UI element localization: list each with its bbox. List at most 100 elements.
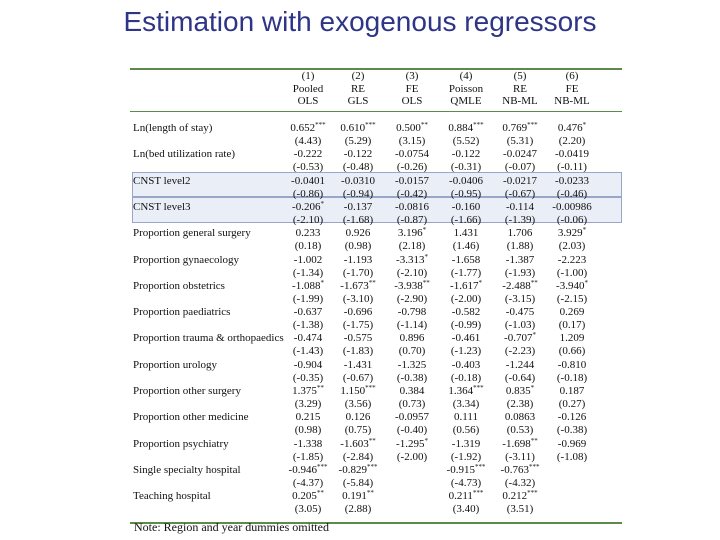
coefficient-cell: -0.0310 [341, 174, 375, 187]
coefficient-cell: -0.474 [293, 332, 323, 345]
table-row: CNST level3 -0.206* (-2.10) -0.137 (-1.68) -0… [130, 200, 622, 227]
cnst-level2-highlight [132, 172, 622, 197]
table-row: Ln(length of stay) 0.652*** (4.43) 0.610***… [130, 122, 622, 148]
column-header: (6) FE NB-ML [546, 70, 598, 108]
t-statistic-cell: (1.88) [506, 240, 534, 253]
coefficient-cell: -1.295* [396, 436, 428, 450]
t-statistic-cell: (5.29) [344, 135, 372, 147]
coefficient-cell: -0.126 [557, 411, 587, 424]
table-row: Proportion psychiatry -1.338 (-1.85) -1.603… [130, 436, 622, 464]
t-statistic-cell: (-1.85) [292, 450, 324, 463]
t-statistic-cell: (1.46) [452, 240, 480, 253]
t-statistic-cell: (-0.67) [342, 371, 374, 384]
t-statistic-cell: (-0.48) [342, 161, 374, 174]
t-statistic-cell: (-0.95) [450, 187, 482, 200]
table-row: Single specialty hospital -0.946*** (-4.37… [130, 463, 622, 490]
regression-table: (1) Pooled OLS (2) RE GLS (3) FE OLS (4) Poisson QM… [130, 68, 622, 524]
column-header-l2: NB-ML [554, 95, 590, 107]
table-row: Proportion obstetrics -1.088* (-1.99) -1.67… [130, 278, 622, 306]
t-statistic-cell: (-1.38) [292, 319, 324, 332]
coefficient-cell: 0.652*** [290, 121, 326, 135]
t-statistic-cell: (-0.35) [292, 371, 324, 384]
coefficient-cell: -0.403 [451, 358, 481, 371]
t-statistic-cell: (-4.73) [450, 476, 482, 489]
coefficient-cell: -0.0401 [291, 174, 325, 187]
coefficient-cell: -0.969 [557, 437, 587, 450]
t-statistic-cell: (-1.39) [504, 213, 536, 226]
coefficient-cell: -0.0247 [503, 148, 537, 161]
coefficient-cell: 0.896 [399, 332, 425, 345]
coefficient-cell: -3.940* [556, 278, 588, 292]
table-row: Proportion general surgery 0.233 (0.18) 0.9… [130, 227, 622, 253]
t-statistic-cell: (-0.40) [396, 424, 428, 437]
row-label: Teaching hospital [133, 490, 211, 503]
column-header-l1: RE [350, 82, 366, 95]
t-statistic-cell: (-1.68) [342, 213, 374, 226]
column-header-l2: OLS [401, 95, 423, 107]
coefficient-cell: -0.160 [451, 200, 481, 213]
coefficient-cell: -0.00986 [552, 200, 592, 213]
coefficient-cell: -0.582 [451, 306, 481, 319]
coefficient-cell: 0.187 [559, 385, 585, 397]
t-statistic-cell: (3.29) [294, 398, 322, 410]
t-statistic-cell: (0.53) [506, 424, 534, 437]
t-statistic-cell: (-2.90) [396, 292, 428, 305]
t-statistic-cell: (-1.34) [292, 266, 324, 279]
coefficient-cell: -0.137 [343, 200, 373, 213]
coefficient-cell: 1.431 [453, 227, 479, 240]
t-statistic-cell: (-0.46) [556, 187, 588, 200]
row-label: Proportion trauma & orthopaedics [133, 332, 284, 345]
t-statistic-cell: (-2.23) [504, 345, 536, 358]
column-header-num: (6) [565, 70, 579, 82]
coefficient-cell: -0.904 [293, 358, 323, 371]
t-statistic-cell: (0.18) [294, 240, 322, 253]
coefficient-cell: 1.706 [507, 227, 533, 240]
table-row: Ln(bed utilization rate) -0.222 (-0.53) -0.… [130, 148, 622, 174]
t-statistic-cell: (-1.66) [450, 213, 482, 226]
t-statistic-cell: (-2.00) [450, 292, 482, 305]
t-statistic-cell: (-3.11) [505, 450, 535, 463]
t-statistic-cell: (-0.18) [556, 371, 588, 384]
t-statistic-cell: (-1.92) [450, 450, 482, 463]
t-statistic-cell: (3.40) [452, 503, 480, 516]
coefficient-cell: -0.575 [343, 332, 373, 345]
coefficient-cell: 3.196* [397, 226, 427, 240]
coefficient-cell: -0.461 [451, 332, 481, 345]
column-header: (2) RE GLS [332, 70, 384, 108]
column-header-num: (1) [301, 70, 315, 82]
t-statistic-cell: (-1.83) [342, 345, 374, 358]
coefficient-cell: -0.696 [343, 306, 373, 319]
column-header-num: (4) [459, 70, 473, 82]
table-row: Proportion paediatrics -0.637 (-1.38) -0.69… [130, 306, 622, 332]
coefficient-cell: -2.488** [502, 278, 538, 292]
t-statistic-cell: (5.52) [452, 135, 480, 147]
coefficient-cell: -1.603** [340, 436, 376, 450]
t-statistic-cell: (-1.14) [396, 319, 428, 332]
column-header-l1: RE [512, 82, 528, 95]
coefficient-cell: 3.929* [557, 226, 587, 240]
coefficient-cell: -0.810 [557, 358, 587, 371]
t-statistic-cell: (2.18) [398, 240, 426, 253]
coefficient-cell: -3.313* [396, 252, 428, 266]
cnst-level3-highlight [132, 197, 622, 223]
coefficient-cell: -0.222 [293, 148, 323, 161]
column-header-l2: NB-ML [502, 95, 538, 107]
t-statistic-cell: (-3.15) [504, 292, 536, 305]
t-statistic-cell: (-2.10) [292, 213, 324, 226]
t-statistic-cell: (-2.10) [396, 266, 428, 279]
coefficient-cell: -1.431 [343, 358, 373, 371]
t-statistic-cell: (-0.86) [292, 187, 324, 200]
coefficient-cell: 0.476* [557, 121, 587, 135]
t-statistic-cell: (2.03) [558, 240, 586, 253]
t-statistic-cell: (-5.84) [342, 476, 374, 489]
coefficient-cell: -0.122 [451, 148, 481, 161]
t-statistic-cell: (0.73) [398, 398, 426, 410]
table-header-rule [130, 111, 622, 112]
column-header: (5) RE NB-ML [494, 70, 546, 108]
t-statistic-cell: (-0.87) [396, 213, 428, 226]
row-label: Proportion other medicine [133, 411, 249, 424]
row-label: Ln(length of stay) [133, 122, 213, 134]
coefficient-cell: 0.269 [559, 306, 585, 319]
coefficient-cell: -0.114 [505, 200, 534, 213]
row-label: Proportion obstetrics [133, 279, 225, 292]
